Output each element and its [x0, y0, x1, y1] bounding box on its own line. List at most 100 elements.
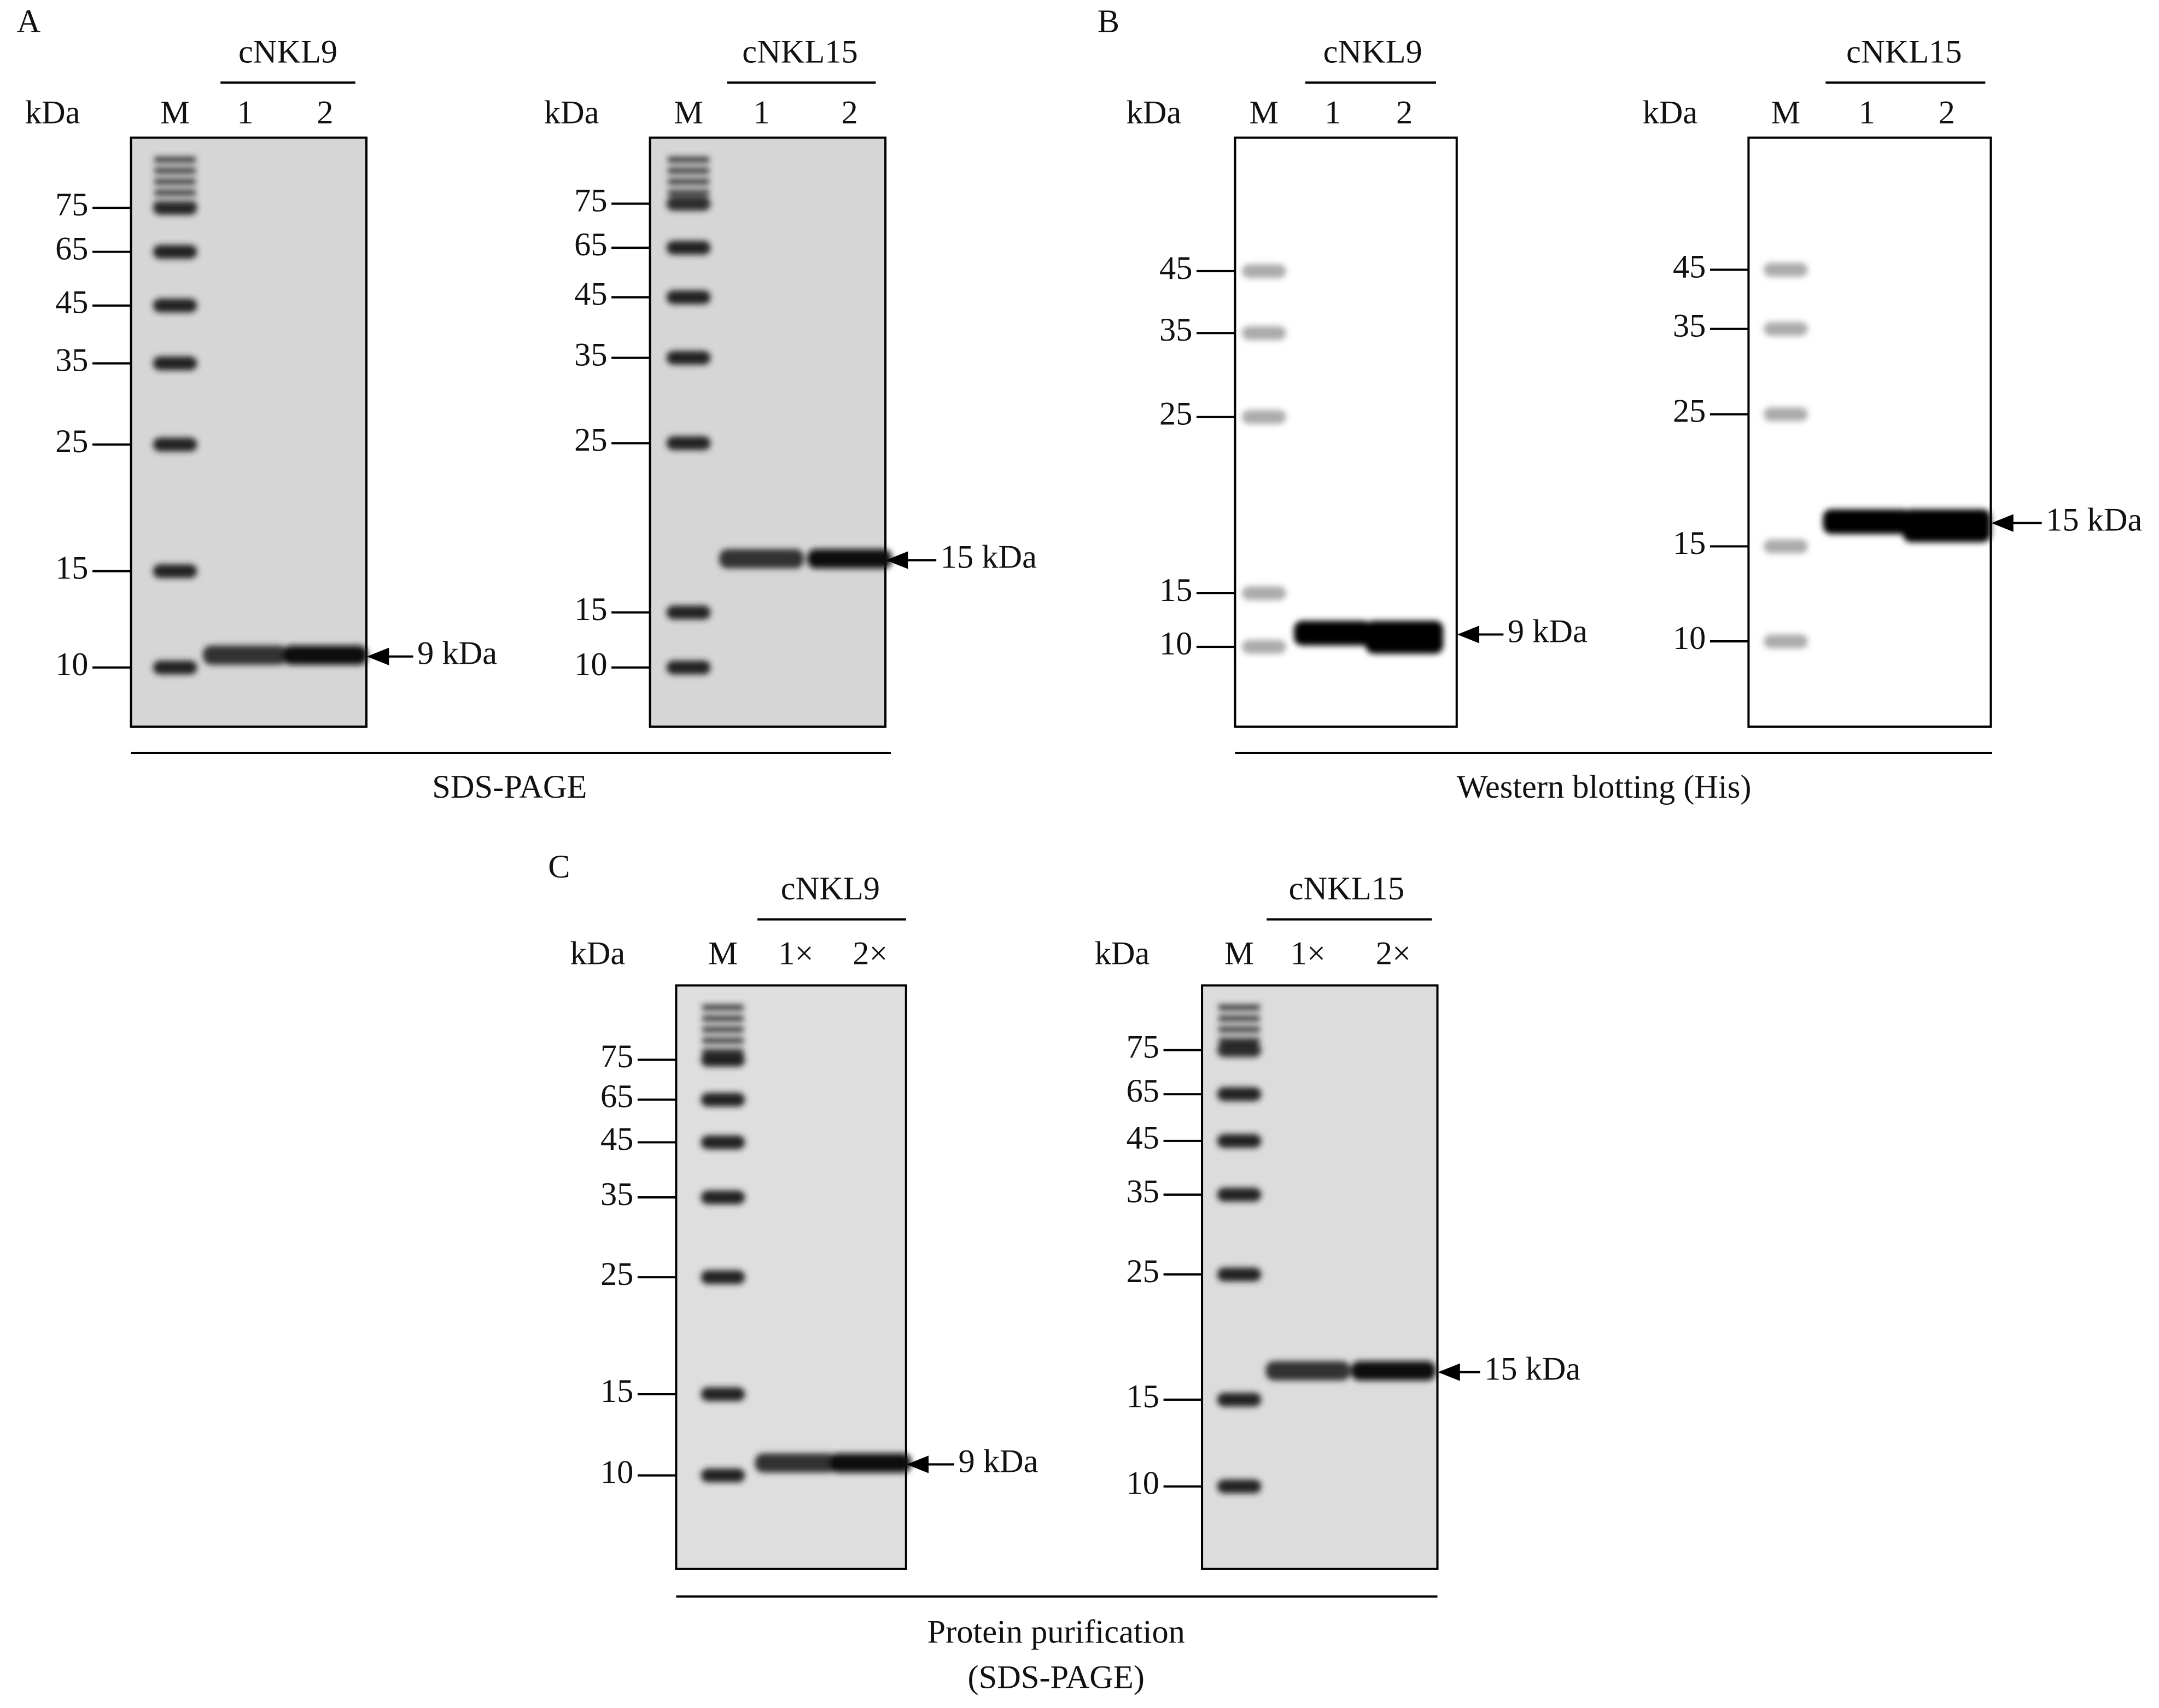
gel-title: cNKL9: [238, 34, 337, 71]
marker-band: [666, 350, 711, 365]
marker-band: [153, 356, 197, 371]
marker-band: [701, 1190, 745, 1204]
marker-band: [701, 1092, 745, 1107]
lane-label: M: [1224, 935, 1254, 972]
marker-band: [1242, 410, 1286, 424]
panel-letter: B: [1098, 3, 1119, 40]
panel-letter: A: [17, 3, 41, 40]
marker-label: 35: [574, 336, 607, 373]
marker-label: 10: [1159, 625, 1192, 662]
gel-title: cNKL15: [742, 34, 857, 71]
lane-label: 2: [1396, 94, 1413, 131]
lane-label: 1: [753, 94, 769, 131]
sample-band: [1365, 621, 1444, 654]
sample-band: [1823, 509, 1911, 534]
ladder-band: [154, 179, 196, 185]
panel-caption: Western blotting (His): [1457, 769, 1752, 805]
marker-label: 10: [574, 646, 607, 683]
gel: [649, 136, 887, 728]
marker-band: [701, 1052, 745, 1067]
ladder-band: [1218, 1026, 1260, 1032]
marker-label: 45: [574, 276, 607, 313]
marker-band: [666, 241, 711, 255]
unit-label: kDa: [570, 935, 626, 972]
marker-band: [1242, 264, 1286, 278]
marker-label: 65: [1127, 1073, 1159, 1109]
marker-label: 25: [55, 423, 88, 460]
marker-band: [153, 299, 197, 313]
marker-band: [1764, 634, 1808, 648]
gel-bands: [153, 156, 367, 675]
lane-label: 1: [237, 94, 253, 131]
panel-letter: C: [548, 849, 570, 885]
lane-label: 2×: [853, 935, 888, 972]
marker-label: 35: [1127, 1173, 1159, 1210]
gel: [1747, 136, 1992, 728]
marker-label: 10: [1673, 620, 1706, 657]
gel-bands: [1217, 1004, 1436, 1494]
marker-label: 35: [55, 342, 88, 378]
marker-band: [701, 1387, 745, 1401]
marker-band: [1242, 326, 1286, 340]
marker-band: [666, 436, 711, 451]
marker-band: [1764, 407, 1808, 422]
gel-title: cNKL15: [1846, 34, 1962, 71]
unit-label: kDa: [1127, 94, 1182, 131]
lane-label: 1: [1859, 94, 1875, 131]
marker-label: 65: [600, 1078, 633, 1115]
lane-label: M: [1771, 94, 1801, 131]
marker-label: 10: [600, 1454, 633, 1490]
unit-label: kDa: [1095, 935, 1150, 972]
ladder-band: [668, 156, 709, 163]
gel-title: cNKL9: [781, 870, 880, 907]
gel-title: cNKL9: [1323, 34, 1422, 71]
unit-label: kDa: [544, 94, 599, 131]
ladder-band: [1218, 1038, 1260, 1044]
marker-label: 65: [55, 231, 88, 267]
marker-band: [666, 605, 711, 619]
marker-band: [1764, 539, 1808, 553]
lane-label: 1×: [1291, 935, 1326, 972]
marker-band: [1217, 1479, 1262, 1494]
gel-bands: [701, 1004, 912, 1483]
marker-band: [153, 245, 197, 259]
marker-label: 35: [600, 1176, 633, 1213]
marker-band: [153, 564, 197, 578]
marker-label: 25: [1673, 393, 1706, 430]
marker-band: [701, 1468, 745, 1483]
marker-label: 10: [1127, 1465, 1159, 1502]
ladder-band: [668, 179, 709, 185]
marker-label: 35: [1159, 312, 1192, 348]
lane-label: 1×: [778, 935, 813, 972]
lane-label: M: [1249, 94, 1279, 131]
marker-label: 25: [1159, 396, 1192, 432]
sample-band: [1903, 509, 1991, 542]
lane-label: 2: [317, 94, 333, 131]
band-label: 15 kDa: [2046, 501, 2142, 538]
marker-band: [1217, 1267, 1262, 1282]
marker-label: 35: [1673, 308, 1706, 344]
ladder-band: [702, 1015, 744, 1021]
lane-label: 2×: [1376, 935, 1411, 972]
ladder-band: [1218, 1015, 1260, 1021]
marker-band: [701, 1270, 745, 1284]
band-label: 15 kDa: [1484, 1351, 1580, 1388]
sample-band: [1294, 621, 1372, 646]
marker-label: 45: [1127, 1120, 1159, 1156]
lane-label: M: [674, 94, 703, 131]
sample-band: [1265, 1361, 1351, 1381]
marker-label: 75: [600, 1038, 633, 1075]
ladder-band: [668, 168, 709, 174]
marker-band: [153, 660, 197, 675]
marker-band: [1217, 1188, 1262, 1202]
marker-band: [1242, 586, 1286, 600]
ladder-band: [668, 201, 709, 207]
marker-label: 15: [600, 1373, 633, 1409]
ladder-band: [154, 201, 196, 207]
sample-band: [1351, 1361, 1436, 1381]
ladder-band: [702, 1026, 744, 1032]
marker-label: 15: [1159, 572, 1192, 609]
marker-band: [666, 290, 711, 305]
